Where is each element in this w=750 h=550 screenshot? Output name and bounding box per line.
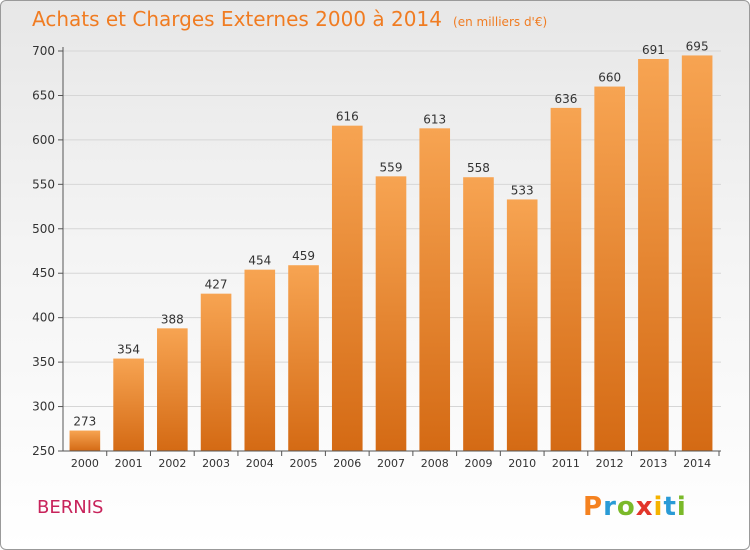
- bar-value-label: 533: [511, 183, 534, 197]
- bar-value-label: 273: [73, 415, 96, 429]
- y-axis: 250 300 350 400 450 500 550 600 650 700: [32, 44, 64, 458]
- bar: [594, 86, 625, 452]
- chart-title: Achats et Charges Externes 2000 à 2014 (…: [32, 7, 547, 31]
- bar: [200, 293, 232, 451]
- x-axis: 2000 2001 2002 2003 2004 2005 2006 2007 2008 2009…: [63, 450, 721, 470]
- x-tick-label: 2007: [377, 457, 405, 470]
- logo-letter: o: [616, 492, 636, 522]
- x-tick-label: 2009: [464, 457, 492, 470]
- bar: [681, 55, 713, 451]
- logo-letter: i: [653, 492, 664, 522]
- commune-name: BERNIS: [37, 497, 104, 518]
- bar-value-label: 660: [598, 71, 621, 85]
- x-tick-label: 2010: [508, 457, 536, 470]
- bar-value-label: 616: [336, 110, 359, 124]
- bar: [157, 328, 188, 451]
- logo-letter: x: [635, 492, 654, 522]
- bar: [288, 265, 319, 451]
- bars: 273 354 388 427 454 459 616 559 613 558 533 636 660 6…: [69, 39, 713, 452]
- bar: [69, 430, 101, 451]
- x-tick-label: 2006: [333, 457, 361, 470]
- y-tick-label: 450: [32, 266, 55, 280]
- chart-title-main: Achats et Charges Externes 2000 à 2014: [32, 7, 442, 31]
- x-tick-label: 2012: [596, 457, 624, 470]
- y-tick-label: 300: [32, 400, 55, 414]
- bar-value-label: 636: [554, 92, 577, 106]
- x-tick-label: 2008: [421, 457, 449, 470]
- bar-value-label: 691: [642, 43, 665, 57]
- x-tick-label: 2005: [290, 457, 318, 470]
- y-tick-label: 600: [32, 133, 55, 147]
- bar: [463, 177, 494, 451]
- proxiti-logo: Proxiti: [583, 492, 687, 522]
- bar: [506, 199, 538, 451]
- x-tick-label: 2014: [683, 457, 711, 470]
- x-tick-label: 2000: [71, 457, 99, 470]
- y-tick-label: 500: [32, 222, 55, 236]
- bar-value-label: 454: [248, 254, 271, 268]
- bar-value-label: 459: [292, 249, 315, 263]
- bar-value-label: 559: [380, 160, 403, 174]
- logo-letter: i: [676, 492, 687, 522]
- bar: [419, 128, 451, 451]
- chart-title-unit: (en milliers d'€): [453, 15, 548, 29]
- bar: [113, 358, 144, 451]
- y-tick-label: 550: [32, 177, 55, 191]
- bar: [375, 176, 407, 452]
- x-tick-label: 2003: [202, 457, 230, 470]
- x-tick-label: 2011: [552, 457, 580, 470]
- y-tick-label: 250: [32, 444, 55, 458]
- logo-letter: r: [603, 492, 617, 522]
- x-tick-label: 2013: [639, 457, 667, 470]
- bar-value-label: 613: [423, 112, 446, 126]
- x-tick-label: 2001: [115, 457, 143, 470]
- bar-value-label: 427: [205, 278, 228, 292]
- y-tick-label: 650: [32, 88, 55, 102]
- x-tick-label: 2004: [246, 457, 274, 470]
- bar-value-label: 354: [117, 343, 140, 357]
- x-tick-label: 2002: [158, 457, 186, 470]
- bar: [638, 59, 669, 451]
- y-tick-label: 400: [32, 311, 55, 325]
- bar: [331, 125, 363, 452]
- bar: [244, 269, 276, 451]
- logo-letter: P: [583, 492, 604, 522]
- bar-value-label: 558: [467, 161, 490, 175]
- logo-letter: t: [663, 492, 677, 522]
- bar-value-label: 388: [161, 312, 184, 326]
- y-tick-label: 350: [32, 355, 55, 369]
- bar-value-label: 695: [686, 39, 709, 53]
- bar: [550, 107, 582, 451]
- y-tick-label: 700: [32, 44, 55, 58]
